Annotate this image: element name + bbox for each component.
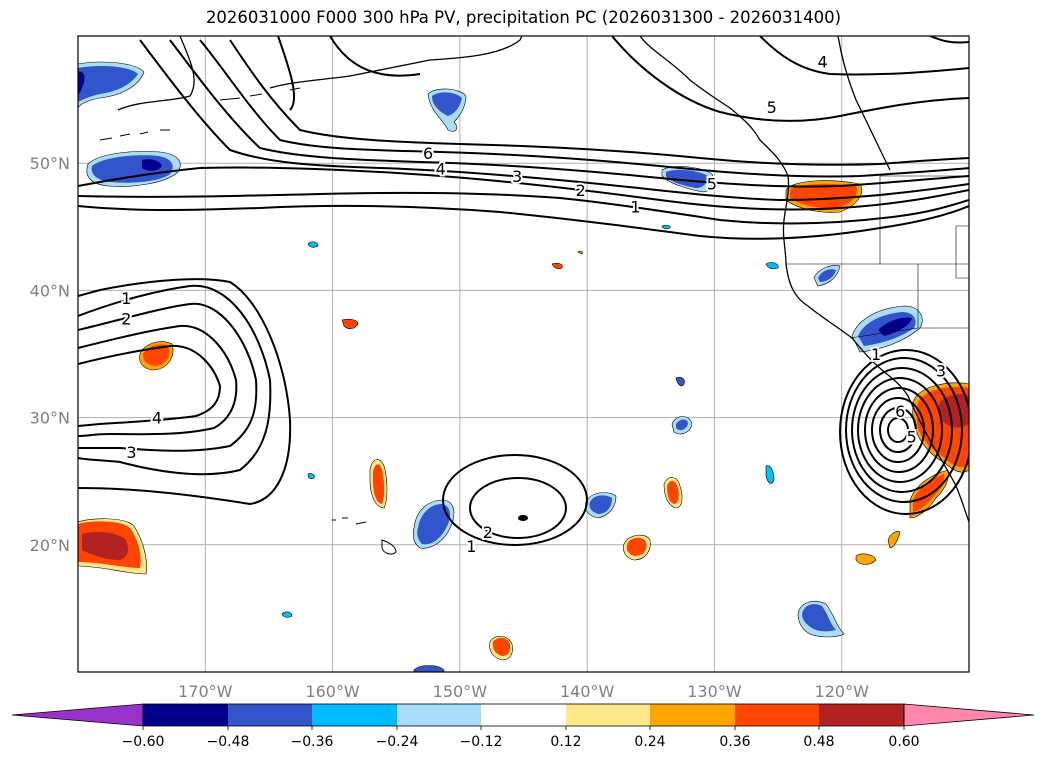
contour-label: 2 <box>576 181 586 200</box>
precip-neg-region <box>661 224 671 230</box>
colorbar-tick-label: 0.24 <box>634 734 665 750</box>
colorbar-tick-label: −0.48 <box>207 734 250 750</box>
lat-tick-label: 40°N <box>30 281 70 300</box>
colorbar-segment <box>481 704 566 726</box>
colorbar: −0.60 −0.48 −0.36 −0.24 −0.12 0.12 0.24 0.36 0.4… <box>11 703 1035 750</box>
precip-pos-region <box>626 537 647 556</box>
coastlines <box>117 36 969 523</box>
contour-label: 1 <box>466 537 476 556</box>
colorbar-tick-label: −0.60 <box>122 734 165 750</box>
precip-neg-region <box>417 504 451 545</box>
colorbar-segment <box>312 704 397 726</box>
map-title: 2026031000 F000 300 hPa PV, precipitatio… <box>205 8 842 27</box>
lon-tick-label: 170°W <box>178 682 233 701</box>
colorbar-tick-label: −0.12 <box>460 734 503 750</box>
contour-label: 5 <box>707 175 717 194</box>
contour-label: 4 <box>152 409 162 428</box>
colorbar-segment <box>397 704 481 726</box>
precip-neg-region <box>676 419 688 431</box>
contour-label: 1 <box>121 289 131 308</box>
contour-label: 4 <box>436 159 446 178</box>
precip-neg-region <box>802 604 836 632</box>
contour-label: 5 <box>767 98 777 117</box>
lat-tick-label: 50°N <box>30 154 70 173</box>
precip-pos-region <box>855 553 877 565</box>
precip-neg-region <box>765 465 775 484</box>
colorbar-segment <box>566 704 650 726</box>
precip-neg-region <box>589 495 612 514</box>
contour-label: 2 <box>483 523 493 542</box>
lon-tick-label: 120°W <box>815 682 870 701</box>
longitude-labels: 170°W 160°W 150°W 140°W 130°W 120°W <box>178 682 869 701</box>
precip-pos-region <box>577 250 583 255</box>
precip-pos-region <box>341 318 359 330</box>
colorbar-tick-label: −0.36 <box>291 734 334 750</box>
contour-label: 1 <box>630 197 640 216</box>
lon-tick-label: 150°W <box>433 682 488 701</box>
precip-neg-region <box>78 66 138 102</box>
colorbar-tick-label: 0.60 <box>888 734 919 750</box>
colorbar-tick-label: −0.24 <box>376 734 419 750</box>
contour-label: 3 <box>512 167 522 186</box>
colorbar-segment <box>143 704 228 726</box>
lon-tick-label: 140°W <box>560 682 615 701</box>
precip-neg-region <box>142 159 162 171</box>
lon-tick-label: 130°W <box>687 682 742 701</box>
colorbar-tick-label: 0.36 <box>719 734 750 750</box>
colorbar-tick-label: 0.48 <box>803 734 834 750</box>
colorbar-outline <box>142 703 905 727</box>
latitude-labels: 50°N 40°N 30°N 20°N <box>30 154 70 555</box>
precip-pos-region <box>492 637 511 656</box>
colorbar-segment <box>228 704 312 726</box>
lon-tick-label: 160°W <box>305 682 360 701</box>
precip-pos-region <box>551 262 563 270</box>
contour-label: 1 <box>871 345 881 364</box>
precip-pos-region <box>887 531 901 549</box>
precip-neg-region <box>281 611 293 618</box>
precip-pos-region <box>373 464 385 504</box>
precip-pos-region <box>82 532 128 560</box>
precip-neg-region <box>307 473 315 480</box>
pv-contours <box>78 36 969 546</box>
precip-neg-region <box>765 262 779 270</box>
contour-label: 2 <box>121 309 131 328</box>
contour-label: 3 <box>126 443 136 462</box>
precip-pos-region <box>913 474 945 512</box>
lat-tick-label: 20°N <box>30 536 70 555</box>
precip-neg-region <box>78 71 85 96</box>
precip-neg-region <box>666 169 708 188</box>
colorbar-tick-label: 0.12 <box>550 734 581 750</box>
colorbar-extend-min <box>11 703 144 727</box>
colorbar-extend-max <box>903 703 1035 727</box>
colorbar-segment <box>819 704 904 726</box>
contour-label: 4 <box>818 52 828 71</box>
lat-tick-label: 30°N <box>30 409 70 428</box>
map-frame <box>77 35 970 673</box>
precip-pos-region <box>790 183 857 209</box>
precip-neg-region <box>432 92 462 116</box>
precip-neg-region <box>878 317 912 336</box>
state-borders <box>786 175 969 339</box>
contour-label: 6 <box>423 144 433 163</box>
precip-neg-region <box>307 241 319 248</box>
contour-label: 6 <box>895 402 905 421</box>
colorbar-segment <box>650 704 735 726</box>
precip-neg-region <box>818 269 836 282</box>
contour-label: 3 <box>936 362 946 381</box>
colorbar-segment <box>735 704 819 726</box>
precip-neg-region <box>413 665 445 672</box>
contour-label: 5 <box>907 428 917 447</box>
precip-pos-region <box>667 480 679 504</box>
precip-neg-region <box>675 376 685 387</box>
